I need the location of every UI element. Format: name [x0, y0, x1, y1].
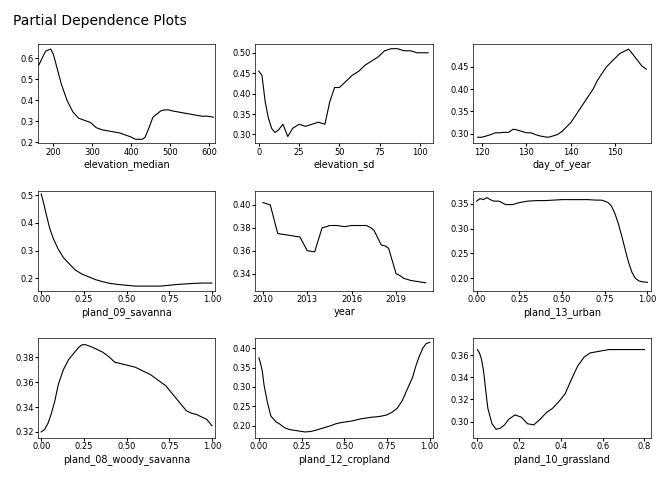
- X-axis label: pland_12_cropland: pland_12_cropland: [298, 454, 390, 465]
- X-axis label: elevation_sd: elevation_sd: [314, 159, 375, 170]
- X-axis label: pland_09_savanna: pland_09_savanna: [81, 307, 172, 318]
- X-axis label: day_of_year: day_of_year: [533, 159, 591, 170]
- X-axis label: pland_10_grassland: pland_10_grassland: [513, 454, 610, 465]
- X-axis label: pland_08_woody_savanna: pland_08_woody_savanna: [63, 454, 190, 465]
- X-axis label: year: year: [333, 307, 355, 317]
- Text: Partial Dependence Plots: Partial Dependence Plots: [13, 14, 187, 28]
- X-axis label: pland_13_urban: pland_13_urban: [523, 307, 601, 318]
- X-axis label: elevation_median: elevation_median: [83, 159, 170, 170]
